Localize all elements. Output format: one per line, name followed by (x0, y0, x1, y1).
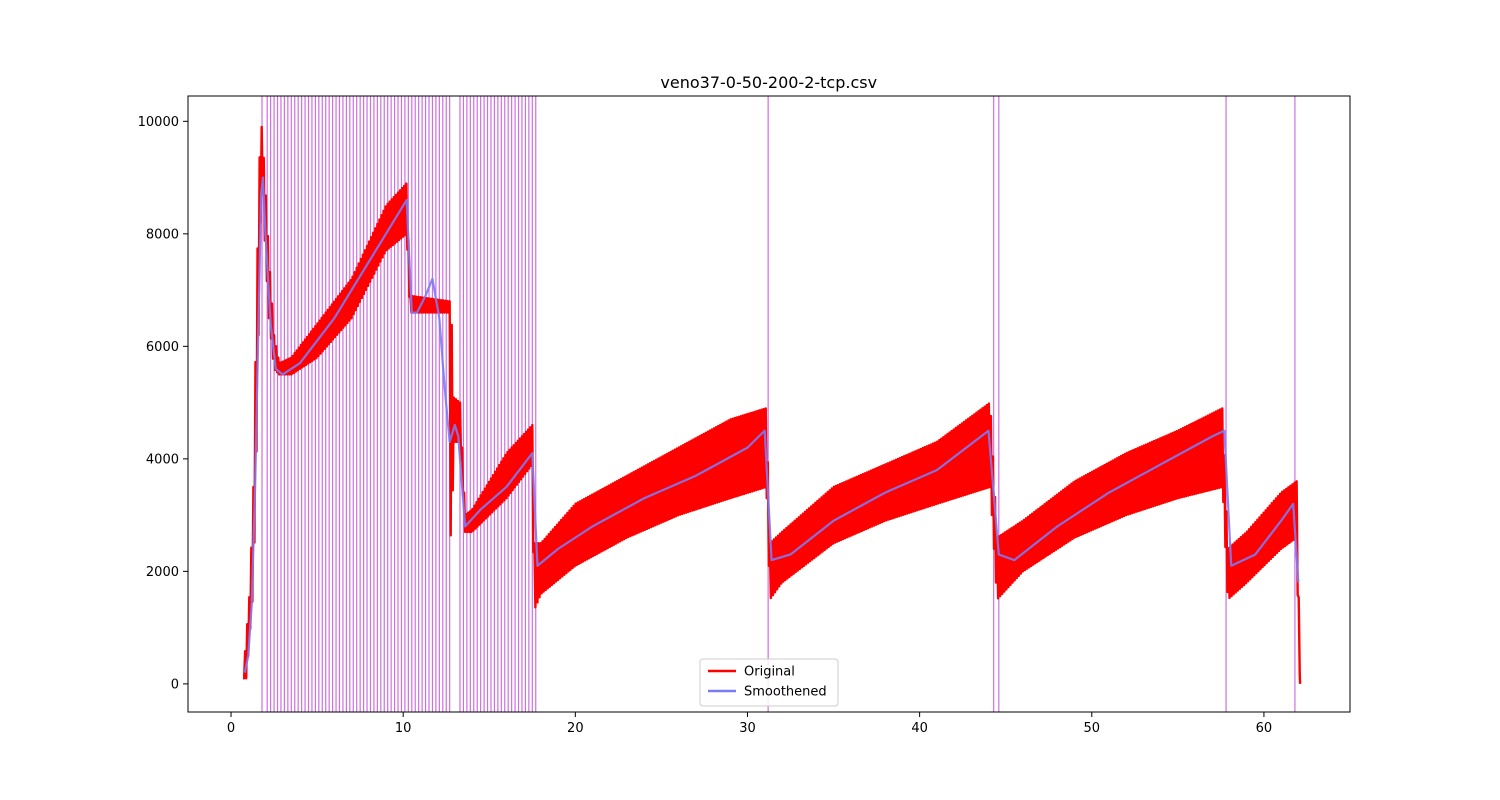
x-tick-label: 40 (911, 721, 928, 736)
x-tick-label: 30 (739, 721, 756, 736)
legend: Original Smoothened (699, 658, 839, 707)
y-tick-label: 0 (171, 677, 179, 692)
axes: 0 10 20 30 40 50 60 0 2000 4000 6000 8000 10000 (138, 95, 1351, 736)
y-tick-label: 8000 (146, 227, 179, 242)
legend-label: Smoothened (744, 685, 827, 700)
x-tick-label: 20 (567, 721, 584, 736)
plot-area (242, 96, 1302, 712)
y-tick-label: 4000 (146, 452, 179, 467)
y-tick-label: 6000 (146, 340, 179, 355)
x-tick-label: 60 (1256, 721, 1273, 736)
plot-content (242, 96, 1302, 712)
axes-frame (187, 95, 1351, 713)
chart-title: veno37-0-50-200-2-tcp.csv (660, 73, 877, 92)
legend-label: Original (744, 665, 795, 680)
series-smoothened-line (243, 176, 1300, 673)
y-tick-label: 2000 (146, 565, 179, 580)
x-tick-label: 0 (227, 721, 235, 736)
y-tick-label: 10000 (138, 115, 179, 130)
x-tick-label: 10 (395, 721, 412, 736)
x-tick-label: 50 (1084, 721, 1101, 736)
